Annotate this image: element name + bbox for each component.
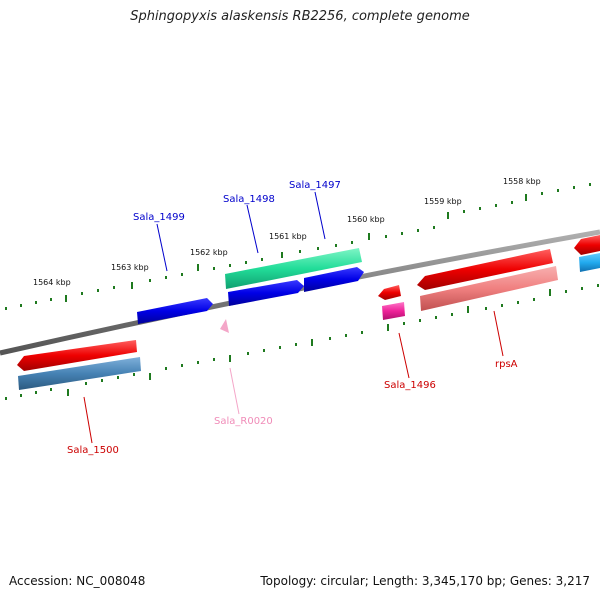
label-sala-1496: Sala_1496 [384, 380, 436, 391]
callout-line-sala-1496 [398, 332, 410, 379]
map-title: Sphingopyxis alaskensis RB2256, complete… [130, 9, 470, 24]
gene-red-right-edge-arrow[interactable] [574, 235, 600, 255]
scale-label-1558: 1558 kbp [503, 177, 541, 186]
gene-sala-r0020-marker[interactable] [220, 319, 229, 333]
scale-label-1559: 1559 kbp [424, 197, 462, 206]
label-sala-1500: Sala_1500 [67, 445, 119, 456]
callout-line-sala-1499 [156, 223, 168, 272]
callout-line-sala-1498 [246, 204, 259, 254]
gene-sala-1500-arrow[interactable] [18, 357, 141, 390]
scale-label-1564: 1564 kbp [33, 278, 71, 287]
callout-line-sala-r0020 [229, 367, 240, 415]
gene-red-small-arrow[interactable] [378, 285, 401, 300]
gene-sala-1497-arrow[interactable] [304, 267, 364, 292]
label-sala-1499: Sala_1499 [133, 212, 185, 223]
gene-sala-1500-red-arrow[interactable] [17, 340, 137, 371]
reverse-scale-ticks [5, 284, 599, 400]
label-sala-1497: Sala_1497 [289, 180, 341, 191]
callout-line-sala-1500 [83, 396, 93, 444]
gene-teal-arrow[interactable] [225, 248, 362, 289]
gene-rpsa-arrow[interactable] [417, 249, 553, 290]
label-rpsa: rpsA [495, 359, 518, 370]
scale-label-1563: 1563 kbp [111, 263, 149, 272]
gene-cyan-edge-arrow[interactable] [579, 253, 600, 272]
gene-sala-1499-arrow[interactable] [137, 298, 213, 324]
callout-line-rpsa [493, 310, 504, 357]
accession-text: Accession: NC_008048 [9, 574, 146, 588]
label-sala-r0020: Sala_R0020 [214, 416, 273, 427]
scale-label-1562: 1562 kbp [190, 248, 228, 257]
gene-sala-1498-arrow[interactable] [228, 280, 304, 306]
gene-sala-1496-arrow[interactable] [382, 302, 405, 320]
scale-label-1560: 1560 kbp [347, 215, 385, 224]
gene-salmon-arrow[interactable] [420, 266, 558, 311]
callout-line-sala-1497 [314, 191, 326, 240]
forward-scale-ticks [5, 183, 591, 310]
scale-label-1561: 1561 kbp [269, 232, 307, 241]
label-sala-1498: Sala_1498 [223, 194, 275, 205]
genome-summary-text: Topology: circular; Length: 3,345,170 bp… [260, 574, 590, 588]
